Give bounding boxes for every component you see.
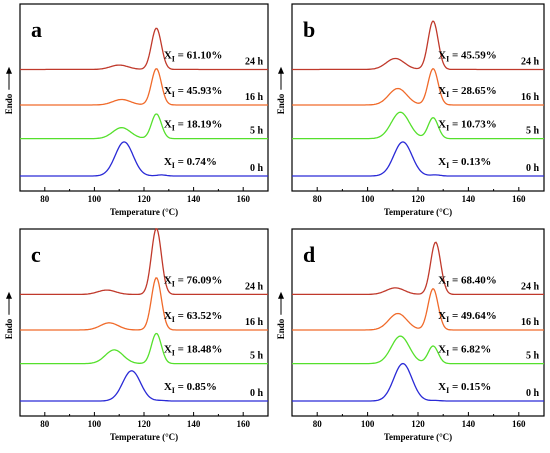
dsc-curve-16h — [292, 287, 544, 331]
time-label: 16 h — [521, 317, 540, 328]
x-tick-label: 140 — [187, 194, 201, 204]
time-label: 24 h — [245, 56, 264, 67]
time-label: 0 h — [526, 163, 540, 174]
x-tick-label: 120 — [137, 194, 151, 204]
time-label: 24 h — [245, 281, 264, 292]
plot-frame — [291, 3, 545, 192]
time-label: 16 h — [245, 92, 264, 103]
crystallinity-label: XI = 49.64% — [438, 310, 497, 324]
crystallinity-label: XI = 18.48% — [164, 344, 223, 358]
dsc-curve-24h — [292, 241, 544, 296]
x-tick-label: 80 — [40, 194, 50, 204]
x-tick-label: 120 — [137, 419, 151, 429]
time-label: 5 h — [250, 351, 264, 362]
x-tick-label: 100 — [88, 194, 102, 204]
time-label: 5 h — [526, 126, 540, 137]
dsc-curve-0h — [292, 362, 544, 402]
x-axis-title: Temperature (°C) — [110, 207, 178, 217]
dsc-curve-16h — [20, 68, 268, 106]
crystallinity-label: XI = 18.19% — [164, 119, 223, 133]
x-tick-label: 140 — [462, 419, 476, 429]
x-tick-label: 160 — [236, 419, 250, 429]
dsc-curve-0h — [20, 370, 268, 402]
y-axis-label: Endo — [276, 93, 286, 114]
panel-letter: c — [31, 242, 41, 267]
endo-arrow-head — [6, 291, 12, 299]
plot-frame — [291, 228, 545, 417]
crystallinity-label: XI = 0.15% — [438, 381, 491, 395]
x-tick-label: 140 — [462, 194, 476, 204]
x-tick-label: 100 — [88, 419, 102, 429]
crystallinity-label: XI = 0.13% — [438, 156, 491, 170]
x-tick-label: 160 — [512, 194, 526, 204]
x-tick-label: 100 — [361, 419, 375, 429]
panel-b: b 80 100 120 140 160 Temperature (°C) Endo XI = … — [276, 3, 545, 217]
y-axis-label: Endo — [4, 318, 14, 339]
time-label: 0 h — [526, 388, 540, 399]
endo-arrow-head — [278, 291, 284, 299]
dsc-curve-5h — [20, 113, 268, 140]
time-label: 0 h — [250, 163, 264, 174]
dsc-curve-16h — [292, 67, 544, 106]
crystallinity-label: XI = 45.59% — [438, 49, 497, 63]
crystallinity-label: XI = 28.65% — [438, 85, 497, 99]
time-label: 16 h — [245, 317, 264, 328]
plot-frame — [19, 228, 269, 417]
x-axis-title: Temperature (°C) — [384, 432, 452, 442]
crystallinity-label: XI = 45.93% — [164, 85, 223, 99]
endo-arrow-head — [6, 66, 12, 74]
time-label: 16 h — [521, 92, 540, 103]
crystallinity-label: XI = 61.10% — [164, 49, 223, 63]
crystallinity-label: XI = 0.74% — [164, 156, 217, 170]
crystallinity-label: XI = 76.09% — [164, 274, 223, 288]
panel-letter: a — [31, 17, 42, 42]
time-label: 5 h — [526, 351, 540, 362]
panel-a: a 80 100 120 140 160 Temperature (°C) Endo XI = … — [4, 3, 269, 217]
dsc-curve-0h — [20, 141, 268, 177]
crystallinity-label: XI = 68.40% — [438, 274, 497, 288]
time-label: 5 h — [250, 126, 264, 137]
dsc-curve-24h — [20, 227, 268, 296]
endo-arrow-head — [278, 66, 284, 74]
panel-c: c 80 100 120 140 160 Temperature (°C) Endo XI = … — [4, 227, 269, 442]
x-tick-label: 160 — [512, 419, 526, 429]
x-tick-label: 80 — [313, 194, 323, 204]
dsc-curve-5h — [20, 332, 268, 365]
crystallinity-label: XI = 6.82% — [438, 344, 491, 358]
x-tick-label: 120 — [411, 194, 425, 204]
time-label: 0 h — [250, 388, 264, 399]
crystallinity-label: XI = 0.85% — [164, 381, 217, 395]
dsc-curve-0h — [292, 141, 544, 177]
dsc-curve-24h — [292, 20, 544, 71]
x-tick-label: 80 — [40, 419, 50, 429]
time-label: 24 h — [521, 56, 540, 67]
panel-d: d 80 100 120 140 160 Temperature (°C) Endo XI = … — [276, 228, 545, 442]
x-tick-label: 80 — [313, 419, 323, 429]
panel-letter: b — [303, 17, 315, 42]
panel-letter: d — [303, 242, 315, 267]
x-tick-label: 120 — [411, 419, 425, 429]
y-axis-label: Endo — [4, 93, 14, 114]
dsc-curve-5h — [292, 335, 544, 365]
crystallinity-label: XI = 10.73% — [438, 119, 497, 133]
x-tick-label: 140 — [187, 419, 201, 429]
x-axis-title: Temperature (°C) — [110, 432, 178, 442]
crystallinity-label: XI = 63.52% — [164, 310, 223, 324]
x-axis-title: Temperature (°C) — [384, 207, 452, 217]
y-axis-label: Endo — [276, 318, 286, 339]
x-tick-label: 100 — [361, 194, 375, 204]
dsc-curve-16h — [20, 277, 268, 331]
dsc-curve-5h — [292, 111, 544, 140]
x-tick-label: 160 — [236, 194, 250, 204]
plot-frame — [19, 3, 269, 192]
time-label: 24 h — [521, 281, 540, 292]
dsc-curve-24h — [20, 27, 268, 71]
